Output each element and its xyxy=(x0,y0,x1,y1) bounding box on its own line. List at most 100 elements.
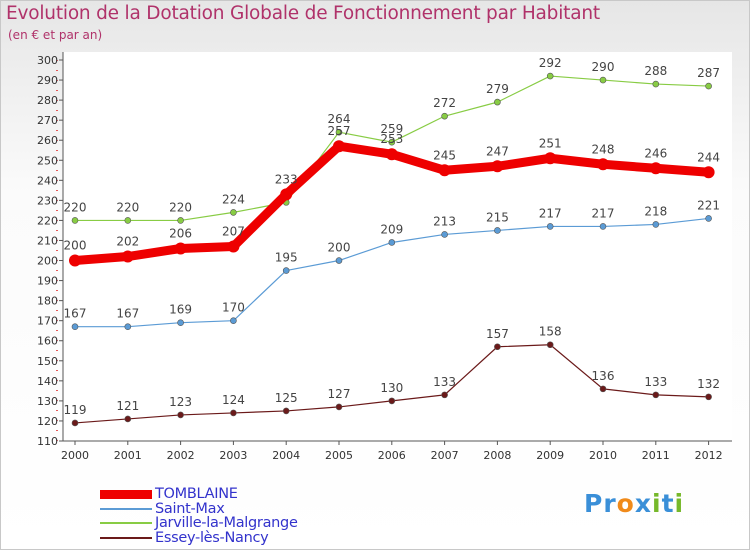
data-point-tomblaine xyxy=(649,162,662,175)
x-tick-label: 2001 xyxy=(114,449,142,462)
data-point-jarville-la-malgrange xyxy=(71,217,79,224)
logo-part: x xyxy=(634,489,652,518)
chart-title: Evolution de la Dotation Globale de Fonc… xyxy=(6,3,600,24)
y-tick-label: 160 xyxy=(37,335,58,348)
legend-swatch-tomblaine xyxy=(100,489,152,499)
data-point-tomblaine xyxy=(280,188,293,201)
data-point-tomblaine xyxy=(385,148,398,161)
y-tick-label: 200 xyxy=(37,255,58,268)
data-label-essey-l-s-nancy: 123 xyxy=(169,395,192,409)
data-label-tomblaine: 246 xyxy=(644,146,667,160)
data-label-saint-max: 200 xyxy=(328,241,351,255)
data-label-saint-max: 167 xyxy=(116,307,139,321)
data-point-essey-l-s-nancy xyxy=(282,407,290,415)
x-tick-label: 2010 xyxy=(589,449,617,462)
data-label-essey-l-s-nancy: 124 xyxy=(222,393,245,407)
data-label-tomblaine: 207 xyxy=(222,224,245,238)
data-label-tomblaine: 248 xyxy=(592,142,615,156)
data-label-essey-l-s-nancy: 133 xyxy=(433,375,456,389)
data-point-essey-l-s-nancy xyxy=(546,341,554,349)
data-point-saint-max xyxy=(177,319,184,326)
legend-label-tomblaine: TOMBLAINE xyxy=(155,486,238,502)
data-point-jarville-la-malgrange xyxy=(441,112,448,120)
data-label-jarville-la-malgrange: 220 xyxy=(169,200,192,214)
data-point-essey-l-s-nancy xyxy=(441,391,448,399)
chart-subtitle: (en € et par an) xyxy=(8,28,103,42)
data-point-jarville-la-malgrange xyxy=(388,138,396,146)
data-label-essey-l-s-nancy: 157 xyxy=(486,327,509,341)
data-point-saint-max xyxy=(71,323,79,331)
data-point-essey-l-s-nancy xyxy=(494,343,501,351)
legend-swatch-jarville xyxy=(100,522,152,524)
data-point-saint-max xyxy=(124,323,132,331)
legend-label-saint-max: Saint-Max xyxy=(155,501,225,517)
data-label-essey-l-s-nancy: 127 xyxy=(328,387,351,401)
data-point-tomblaine xyxy=(121,250,134,263)
data-label-saint-max: 217 xyxy=(592,206,615,220)
x-tick-label: 2005 xyxy=(325,449,353,462)
data-point-saint-max xyxy=(652,221,660,228)
data-label-essey-l-s-nancy: 132 xyxy=(697,377,720,391)
x-tick-label: 2008 xyxy=(483,449,511,462)
y-tick-label: 120 xyxy=(37,415,58,428)
data-label-saint-max: 167 xyxy=(64,307,87,321)
data-label-tomblaine: 244 xyxy=(697,150,720,164)
data-label-essey-l-s-nancy: 121 xyxy=(116,399,139,413)
data-label-jarville-la-malgrange: 259 xyxy=(380,122,403,136)
y-tick-label: 270 xyxy=(37,114,58,127)
legend-item-essey: Essey-lès-Nancy xyxy=(100,530,269,546)
x-tick-label: 2006 xyxy=(378,449,406,462)
data-point-saint-max xyxy=(494,227,501,234)
data-label-jarville-la-malgrange: 220 xyxy=(116,200,139,214)
data-label-jarville-la-malgrange: 220 xyxy=(64,200,87,214)
data-point-jarville-la-malgrange xyxy=(546,72,554,80)
data-label-tomblaine: 253 xyxy=(380,132,403,146)
y-tick-label: 230 xyxy=(37,194,58,207)
x-tick-label: 2004 xyxy=(272,449,300,462)
data-label-saint-max: 218 xyxy=(644,204,667,218)
legend-label-essey: Essey-lès-Nancy xyxy=(155,530,269,546)
data-point-essey-l-s-nancy xyxy=(177,411,184,419)
data-label-tomblaine: 245 xyxy=(433,148,456,162)
data-point-saint-max xyxy=(230,317,237,324)
y-tick-label: 140 xyxy=(37,375,58,388)
y-tick-label: 210 xyxy=(37,234,58,247)
y-tick-label: 220 xyxy=(37,214,58,227)
data-label-tomblaine: 200 xyxy=(64,239,87,253)
x-tick-label: 2007 xyxy=(431,449,459,462)
y-tick-label: 240 xyxy=(37,174,58,187)
y-tick-label: 250 xyxy=(37,154,58,167)
y-tick-label: 150 xyxy=(37,355,58,368)
data-label-tomblaine: 206 xyxy=(169,226,192,240)
data-label-tomblaine: 251 xyxy=(539,136,562,150)
data-point-tomblaine xyxy=(438,164,451,177)
data-point-tomblaine xyxy=(491,160,504,173)
data-point-tomblaine xyxy=(227,240,240,253)
data-label-jarville-la-malgrange: 288 xyxy=(644,64,667,78)
data-point-essey-l-s-nancy xyxy=(124,415,132,423)
legend-label-jarville: Jarville-la-Malgrange xyxy=(155,515,298,531)
x-tick-label: 2000 xyxy=(61,449,89,462)
y-tick-label: 110 xyxy=(37,435,58,448)
data-point-jarville-la-malgrange xyxy=(177,217,184,224)
data-label-essey-l-s-nancy: 125 xyxy=(275,391,298,405)
legend-item-tomblaine: TOMBLAINE xyxy=(100,486,238,502)
data-label-jarville-la-malgrange: 292 xyxy=(539,56,562,70)
data-label-essey-l-s-nancy: 133 xyxy=(644,375,667,389)
data-point-tomblaine xyxy=(333,140,345,153)
data-point-jarville-la-malgrange xyxy=(652,80,660,88)
data-point-jarville-la-malgrange xyxy=(124,217,132,224)
data-label-tomblaine: 257 xyxy=(328,124,351,138)
legend-swatch-essey xyxy=(100,537,152,539)
data-point-essey-l-s-nancy xyxy=(599,385,607,393)
data-point-tomblaine xyxy=(69,254,81,267)
data-label-essey-l-s-nancy: 158 xyxy=(539,325,562,339)
y-tick-label: 280 xyxy=(37,94,58,107)
data-point-essey-l-s-nancy xyxy=(71,419,79,427)
data-point-jarville-la-malgrange xyxy=(494,98,501,106)
y-tick-label: 190 xyxy=(37,275,58,288)
data-label-saint-max: 217 xyxy=(539,206,562,220)
y-tick-label: 170 xyxy=(37,315,58,328)
data-label-jarville-la-malgrange: 264 xyxy=(328,112,351,126)
data-point-tomblaine xyxy=(544,152,557,165)
